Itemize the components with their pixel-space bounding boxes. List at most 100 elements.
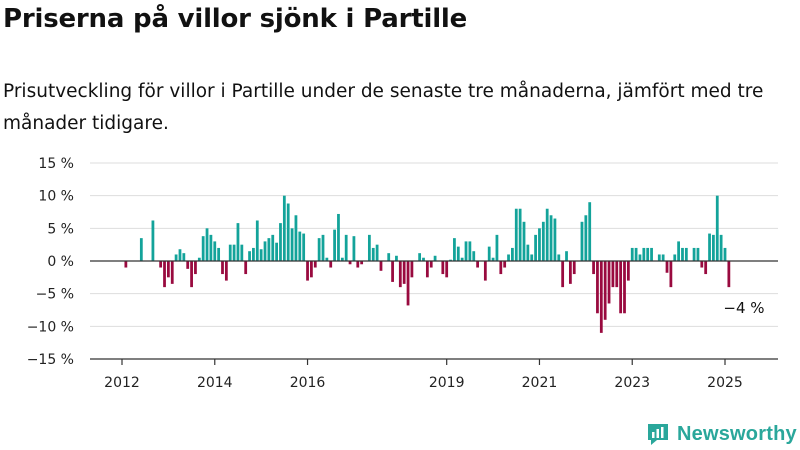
bar [538,228,541,261]
bar [367,234,371,261]
bar [704,261,708,275]
bar [692,247,696,261]
bar [603,261,607,320]
bar [453,238,456,261]
bar [549,215,553,261]
bar [445,261,449,278]
bar [511,247,514,261]
bar [507,254,510,261]
bar [619,261,623,314]
bar [483,261,487,281]
bar [333,229,336,261]
y-tick-label: 15 % [38,156,74,172]
bar [657,254,661,261]
bar [503,261,507,268]
bar [352,236,356,261]
bar [472,251,476,261]
bar [491,257,495,261]
bar [306,261,309,281]
brand: Newsworthy [645,420,797,448]
bar [623,261,626,314]
bar [673,254,677,261]
x-tick-label: 2012 [104,375,140,391]
bar [684,247,688,261]
bar [565,251,568,261]
bar [476,261,479,268]
bar [290,228,294,261]
bar [228,244,232,261]
x-tick-label: 2019 [429,375,465,391]
bar [398,261,402,288]
bar [302,233,306,261]
bar [495,234,499,261]
bar [197,257,201,261]
bar [275,242,278,261]
bar [441,261,445,275]
bar [182,253,186,261]
bar [553,218,557,261]
bar [255,220,259,261]
x-tick-label: 2025 [707,375,743,391]
bar [642,247,646,261]
bar [677,241,680,261]
bar [580,221,584,261]
bar [375,244,379,261]
bar [186,261,190,269]
bar [190,261,193,288]
bar [178,249,182,261]
bar [348,261,352,265]
bar [522,221,526,261]
bar [584,215,588,261]
bar [337,213,340,261]
bar [630,247,634,261]
bar [232,244,236,261]
bar [329,261,333,268]
bar [596,261,599,314]
bar [712,234,715,261]
bar [387,253,391,261]
bar [545,208,549,261]
bar [615,261,619,288]
bar [719,234,723,261]
bar [665,261,669,273]
bar [468,241,472,261]
bar [433,255,437,261]
bar [325,257,329,261]
bar [236,223,240,261]
y-tick-label: 5 % [47,221,74,237]
bar [634,247,638,261]
x-tick-label: 2023 [614,375,650,391]
bar [572,261,576,275]
bar [418,253,422,261]
x-tick-label: 2021 [522,375,558,391]
bar [391,261,394,282]
x-axis-ticks: 2012 2014 2016 2019 2021 2023 2025 [90,358,778,391]
bar [321,234,325,261]
y-tick-label: −10 % [27,319,74,335]
bar [279,223,282,261]
bar [402,261,406,284]
bar [317,238,321,261]
bar [294,215,298,261]
bar [139,238,143,261]
bar-chart-logo-icon [648,424,668,445]
bar [344,234,348,261]
bar [360,261,364,265]
bar [244,261,248,275]
bar [252,247,255,261]
bar [499,261,503,275]
bar [514,208,518,261]
bar [166,261,170,278]
bar [696,247,700,261]
last-value-annotation: −4 % [723,299,764,317]
bar [568,261,572,284]
bar [456,246,460,261]
bar [174,254,178,261]
bar [727,261,731,288]
bar [534,234,537,261]
bars [124,195,731,333]
bar [379,261,383,271]
bar [700,261,704,268]
bar [449,259,452,261]
